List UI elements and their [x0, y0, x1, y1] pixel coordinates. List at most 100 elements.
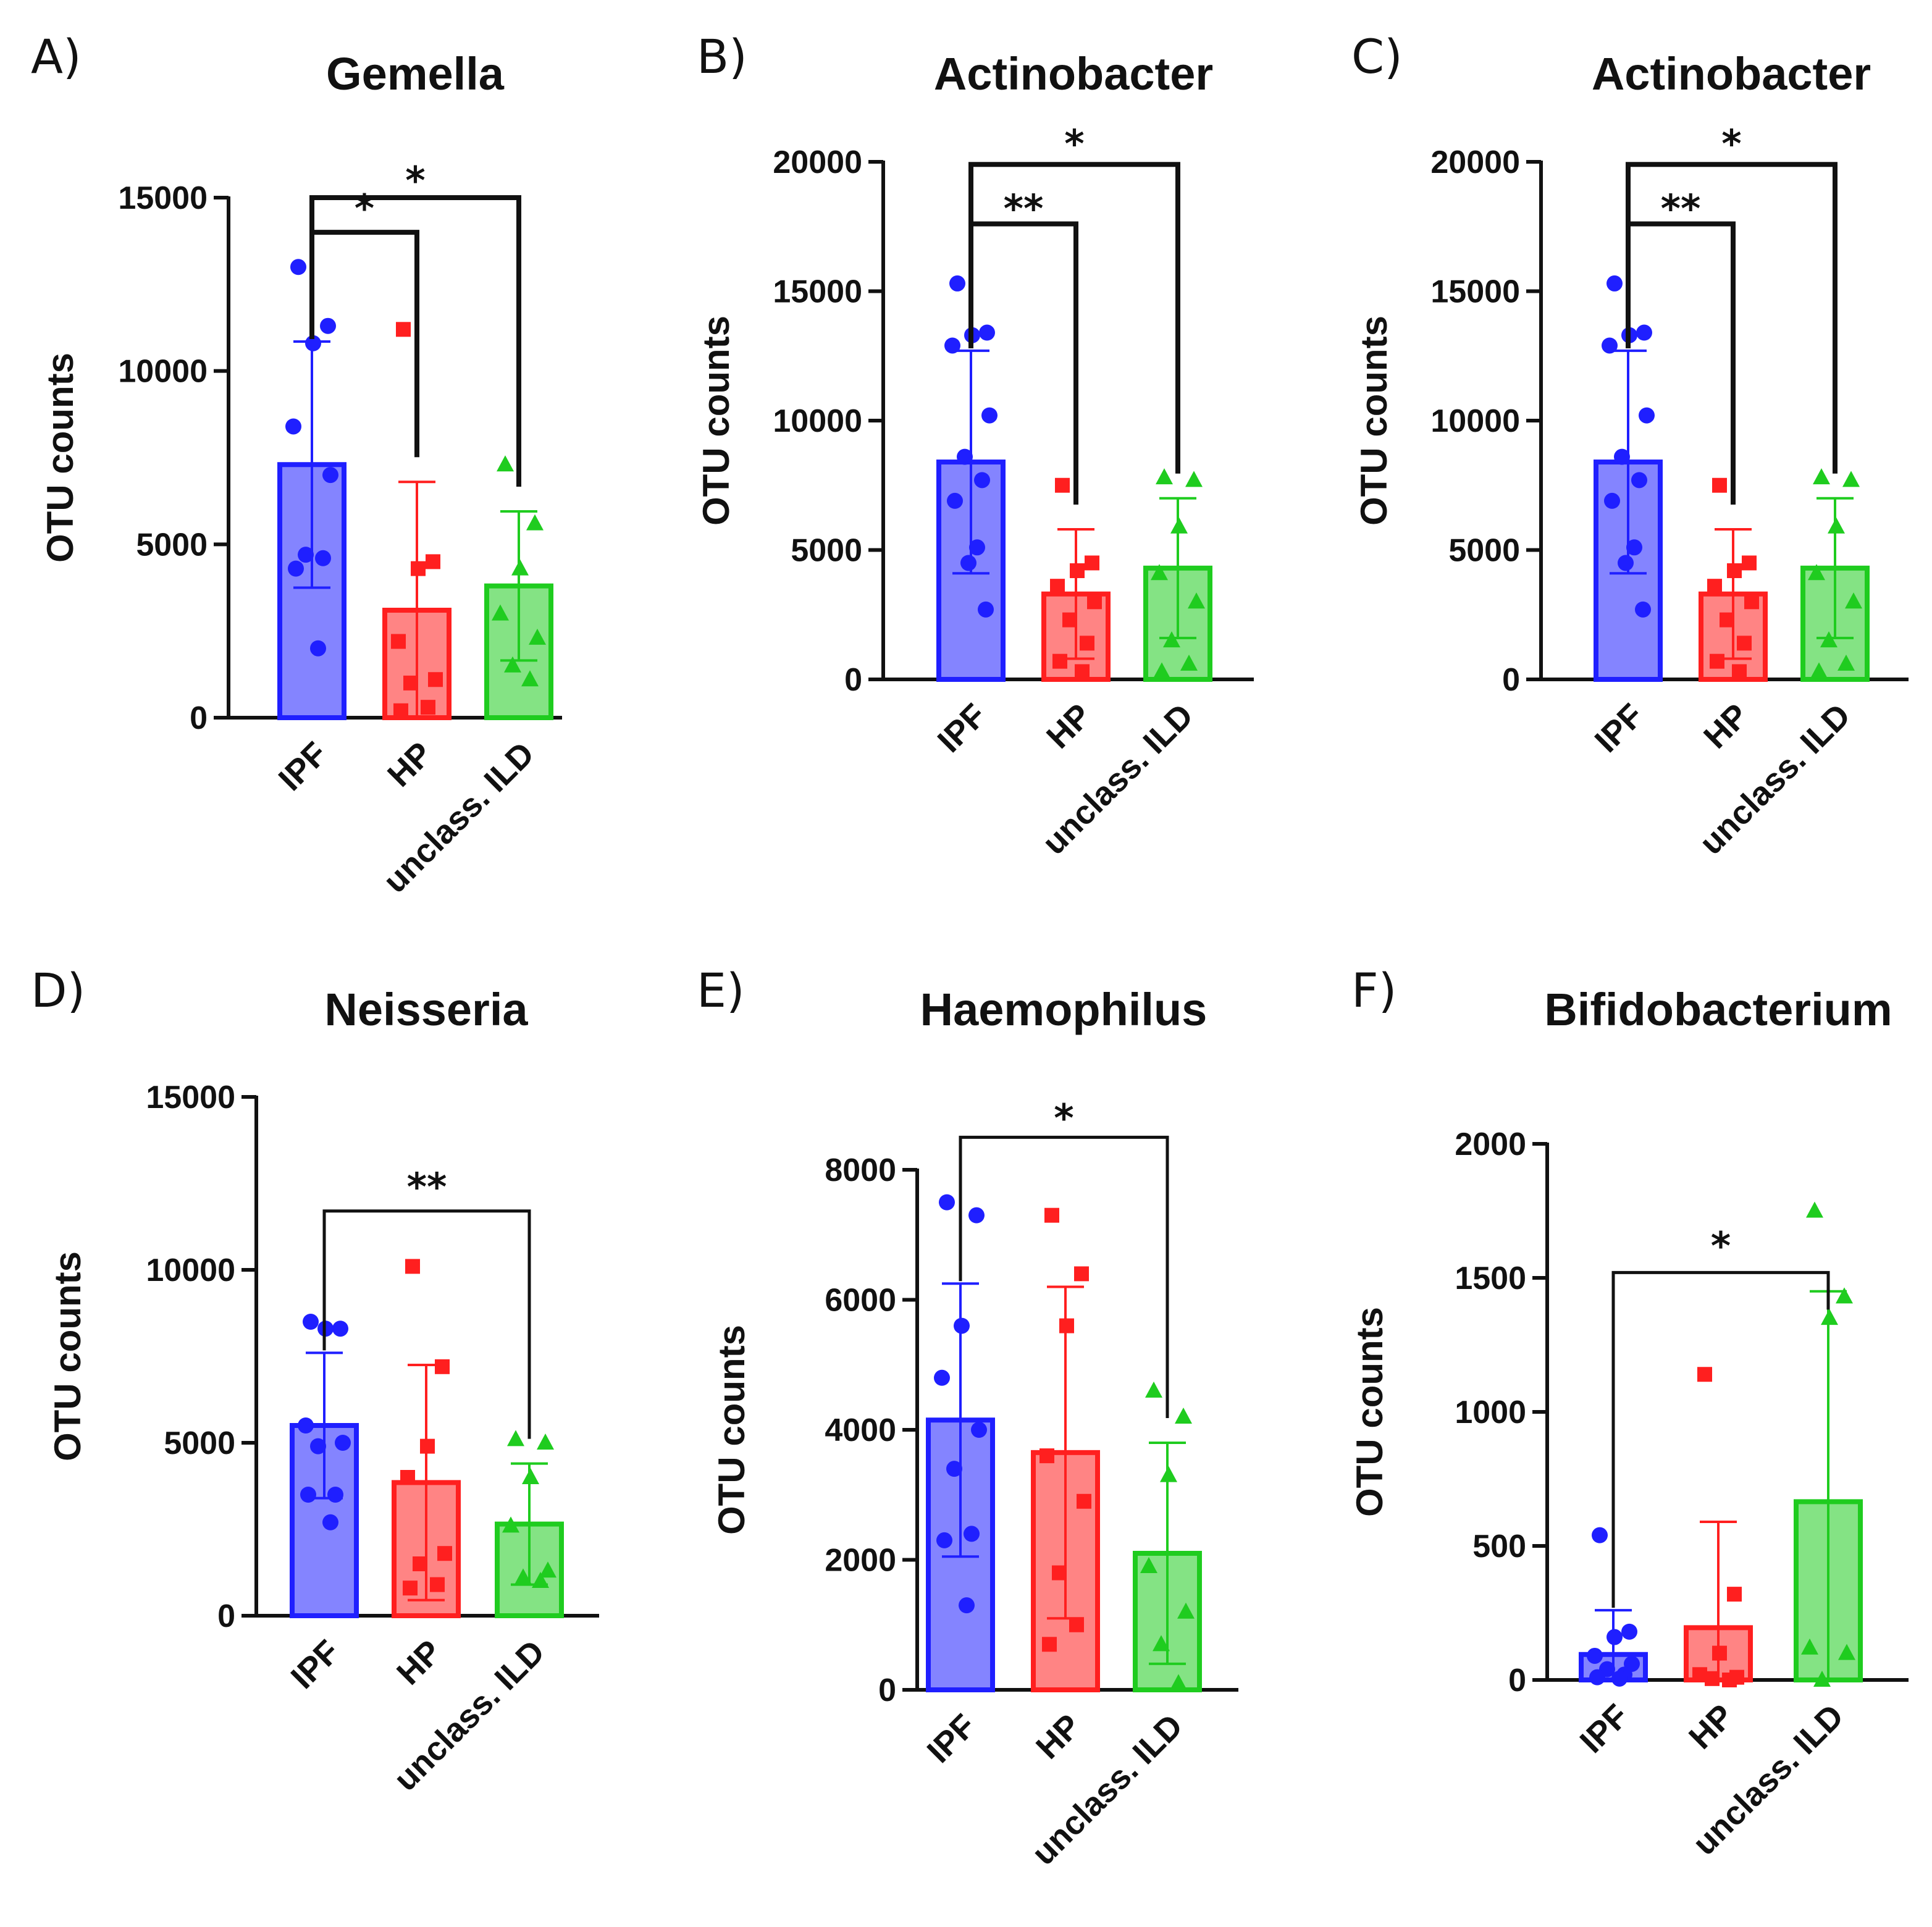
data-point	[428, 672, 443, 687]
significance-bracket	[1611, 1270, 1830, 1608]
significance-label: *	[1721, 122, 1741, 167]
data-point	[492, 604, 509, 621]
data-point	[1606, 1629, 1623, 1645]
data-point	[1820, 631, 1838, 648]
data-point	[396, 322, 411, 337]
data-point	[1707, 579, 1722, 594]
data-point	[1059, 1318, 1074, 1333]
data-point	[1087, 594, 1102, 610]
x-category-label: IPF	[920, 1707, 983, 1770]
data-point	[400, 1470, 415, 1485]
data-point	[1042, 1637, 1057, 1652]
y-tick-label: 10000	[118, 354, 208, 390]
data-point	[430, 1577, 445, 1592]
y-tick-label: 15000	[118, 180, 208, 216]
x-category-label: HP	[1029, 1707, 1088, 1766]
y-axis-label: OTU counts	[695, 316, 737, 526]
data-point	[1052, 1565, 1067, 1581]
data-point	[954, 1317, 970, 1334]
y-tick-label: 8000	[825, 1152, 896, 1188]
significance-bracket	[322, 1209, 531, 1439]
y-tick-label: 15000	[1430, 274, 1520, 310]
data-point	[514, 1568, 532, 1585]
data-point	[504, 656, 521, 673]
data-point	[521, 670, 539, 687]
data-point	[959, 1597, 975, 1614]
data-point	[1810, 662, 1828, 679]
y-axis-label: OTU counts	[47, 1251, 88, 1461]
data-point	[502, 1516, 519, 1533]
data-point	[1611, 1670, 1628, 1687]
x-category-label: HP	[390, 1633, 448, 1692]
x-category-label: HP	[380, 735, 439, 794]
data-point	[532, 1572, 549, 1588]
data-point	[1639, 407, 1655, 424]
data-point	[1069, 1617, 1084, 1632]
data-point	[947, 492, 963, 509]
data-point	[1180, 654, 1198, 671]
data-point	[539, 1561, 556, 1578]
data-point	[1077, 1493, 1091, 1509]
data-point	[1821, 1309, 1838, 1325]
data-point	[420, 1438, 435, 1454]
data-point	[1055, 477, 1070, 493]
x-category-label: IPF	[1573, 1697, 1636, 1760]
data-point	[1732, 664, 1747, 679]
data-point	[1842, 471, 1860, 487]
chart-panel-e: E) Haemophilus OTU counts 0 2000 4000 6000 8000…	[697, 963, 1238, 1872]
data-point	[949, 275, 965, 292]
y-tick-label: 20000	[773, 145, 862, 180]
panel-letter: D)	[31, 963, 85, 1018]
data-point	[1075, 664, 1090, 679]
data-point	[305, 335, 321, 351]
significance-bracket	[309, 230, 419, 458]
data-point	[537, 1434, 554, 1450]
significance-label: *	[355, 186, 374, 231]
data-point	[1592, 1527, 1608, 1543]
data-point	[1838, 1644, 1855, 1660]
data-point	[1712, 1645, 1727, 1661]
x-category-label: IPF	[272, 735, 335, 798]
data-point	[1635, 601, 1651, 618]
data-point	[497, 455, 514, 472]
data-point	[1712, 477, 1727, 493]
significance-bracket	[959, 1135, 1169, 1419]
data-point	[421, 700, 435, 715]
y-tick-label: 15000	[773, 274, 862, 310]
x-category-label: IPF	[1588, 697, 1651, 760]
data-point	[1828, 517, 1845, 534]
y-tick-label: 0	[1508, 1663, 1526, 1698]
significance-label: *	[405, 158, 425, 203]
x-category-label: HP	[1697, 697, 1755, 755]
y-tick-label: 15000	[146, 1080, 235, 1115]
significance-label: *	[1064, 122, 1084, 167]
data-point	[1074, 1266, 1089, 1282]
y-tick-label: 2000	[1455, 1127, 1526, 1162]
data-point	[1070, 563, 1085, 579]
data-point	[285, 418, 301, 435]
data-point	[1636, 324, 1652, 341]
panel-letter: B)	[697, 29, 747, 84]
x-category-label: IPF	[284, 1633, 347, 1696]
panel-letter: E)	[697, 963, 745, 1018]
x-category-label: HP	[1040, 697, 1098, 755]
data-point	[1151, 564, 1168, 581]
data-point	[968, 1207, 985, 1224]
data-point	[1838, 654, 1855, 671]
y-tick-label: 2000	[825, 1543, 896, 1579]
x-category-label: HP	[1682, 1697, 1741, 1756]
chart-panel-b: B) Actinobacter OTU counts 0 5000 10000 15000 2…	[695, 29, 1254, 862]
data-point	[1626, 539, 1642, 556]
data-point	[1720, 612, 1734, 628]
y-tick-label: 5000	[164, 1425, 235, 1461]
data-point	[300, 1487, 316, 1503]
chart-title: Neisseria	[324, 984, 528, 1035]
data-point	[1606, 275, 1623, 292]
data-point	[303, 1314, 319, 1330]
data-point	[298, 1417, 314, 1434]
data-point	[1177, 1602, 1195, 1619]
data-point	[437, 1546, 452, 1561]
data-point	[290, 259, 306, 275]
data-point	[1808, 564, 1825, 581]
data-point	[391, 634, 406, 649]
